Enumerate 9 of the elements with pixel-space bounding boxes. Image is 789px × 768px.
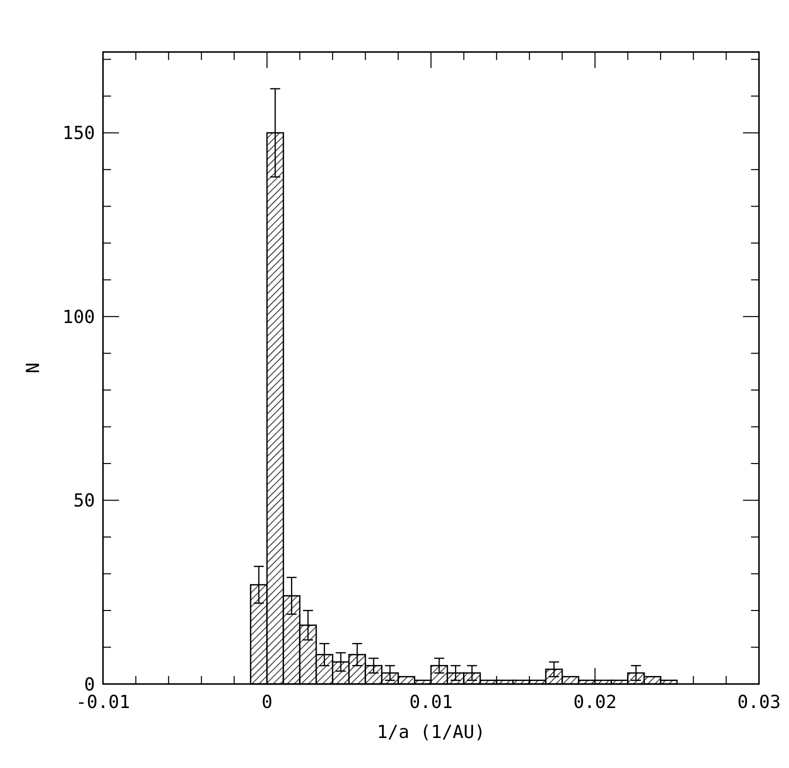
x-tick-label: 0.01 [409,692,453,713]
x-tick-label: 0.02 [573,692,617,713]
y-axis-title: N [23,362,44,374]
y-tick-label: 150 [62,123,95,144]
x-tick-label: 0.03 [737,692,781,713]
y-tick-label: 50 [73,490,95,512]
x-tick-label: 0 [262,692,272,713]
x-axis-title: 1/a (1/AU) [376,722,486,743]
y-tick-label: 100 [62,306,95,328]
